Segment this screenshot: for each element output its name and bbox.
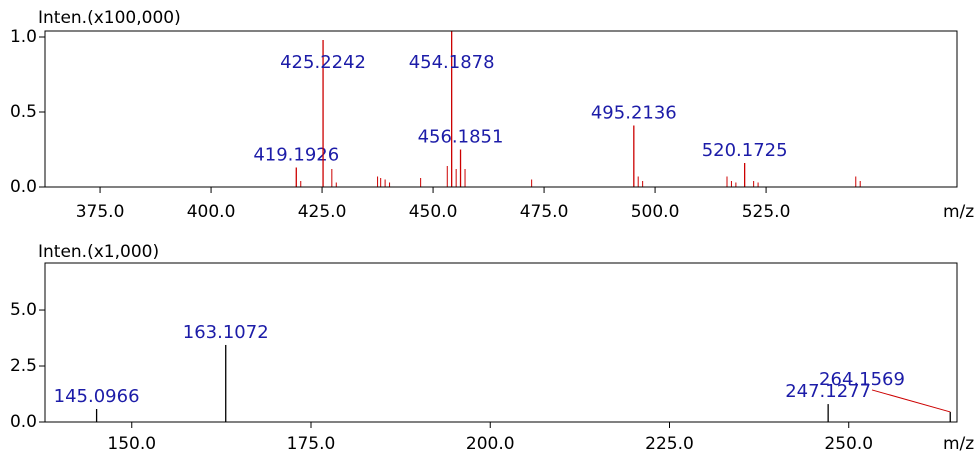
x-tick-label: 475.0 xyxy=(520,202,569,222)
label-leader xyxy=(871,389,951,413)
peak-label: 145.0966 xyxy=(54,386,140,407)
peak-label: 264.1569 xyxy=(819,369,905,390)
x-tick-label: 225.0 xyxy=(645,434,694,454)
y-tick-label: 0.0 xyxy=(10,177,37,197)
x-tick-label: 175.0 xyxy=(287,434,336,454)
x-tick-label: 525.0 xyxy=(742,202,791,222)
peak-label: 163.1072 xyxy=(183,322,269,343)
x-axis-label: m/z xyxy=(943,434,974,454)
peak-label: 419.1926 xyxy=(253,145,339,166)
peak-label: 247.1277 xyxy=(785,381,871,402)
y-tick-label: 2.5 xyxy=(10,356,37,376)
y-axis-label: Inten.(x100,000) xyxy=(38,8,181,28)
peak-label: 456.1851 xyxy=(418,127,504,148)
x-axis-label: m/z xyxy=(943,202,974,222)
y-tick-label: 5.0 xyxy=(10,300,37,320)
x-tick-label: 425.0 xyxy=(298,202,347,222)
x-tick-label: 250.0 xyxy=(824,434,873,454)
x-tick-label: 150.0 xyxy=(107,434,156,454)
x-tick-label: 500.0 xyxy=(631,202,680,222)
x-tick-label: 400.0 xyxy=(187,202,236,222)
peak-label: 520.1725 xyxy=(702,140,788,161)
x-tick-label: 200.0 xyxy=(466,434,515,454)
peak-label: 425.2242 xyxy=(280,52,366,73)
y-tick-label: 1.0 xyxy=(10,27,37,47)
peak-label: 495.2136 xyxy=(591,103,677,124)
plot-frame xyxy=(44,262,958,423)
x-tick-label: 450.0 xyxy=(409,202,458,222)
y-tick-label: 0.5 xyxy=(10,102,37,122)
x-tick-label: 375.0 xyxy=(76,202,125,222)
peak-label: 454.1878 xyxy=(409,52,495,73)
plot-frame xyxy=(44,30,958,188)
y-tick-label: 0.0 xyxy=(10,412,37,432)
y-axis-label: Inten.(x1,000) xyxy=(38,242,159,262)
